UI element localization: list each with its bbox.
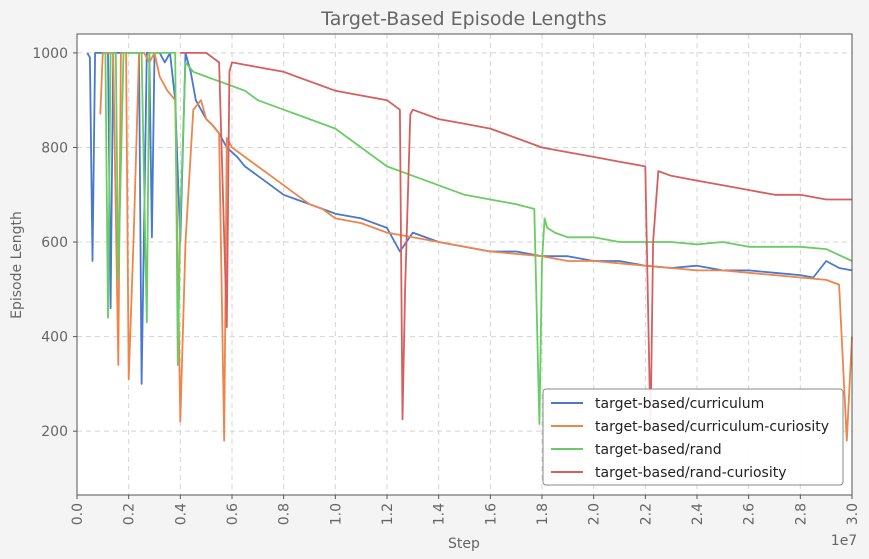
legend-label: target-based/curriculum-curiosity	[595, 419, 829, 435]
x-tick-label: 0.2	[122, 503, 138, 525]
x-axis-label: Step	[448, 536, 480, 552]
x-tick-label: 0.8	[277, 503, 293, 525]
x-tick-label: 1.6	[483, 503, 499, 525]
chart-title: Target-Based Episode Lengths	[320, 8, 606, 30]
x-tick-label: 2.8	[793, 503, 809, 525]
x-tick-label: 2.6	[742, 503, 758, 525]
y-tick-label: 600	[41, 235, 68, 251]
plot-frame	[76, 33, 853, 496]
x-tick-label: 1.8	[535, 503, 551, 525]
legend-box	[542, 388, 844, 486]
x-tick-label: 0.6	[225, 503, 241, 525]
x-tick-label: 2.2	[638, 503, 654, 525]
x-tick-label: 1.2	[380, 503, 396, 525]
y-tick-label: 400	[41, 330, 68, 346]
legend-label: target-based/rand	[595, 442, 722, 458]
series-layer	[86, 52, 853, 442]
y-tick-label: 1000	[32, 46, 68, 62]
x-tick-label: 0.4	[173, 503, 189, 525]
x-tick-label: 1.4	[432, 503, 448, 525]
x-tick-label: 2.0	[587, 503, 603, 525]
x-tick-label: 3.0	[845, 503, 861, 525]
legend-label: target-based/curriculum	[595, 396, 764, 412]
series-line-target-based-rand-curiosity	[180, 52, 852, 433]
series-line-target-based-rand	[102, 52, 853, 426]
y-tick-label: 800	[41, 140, 68, 156]
y-axis-label: Episode Length	[9, 211, 25, 319]
x-tick-label: 1.0	[328, 503, 344, 525]
legend-label: target-based/rand-curiosity	[595, 465, 786, 481]
legend: target-based/curriculum target-based/curr…	[542, 388, 844, 486]
x-axis-offset-text: 1e7	[831, 533, 857, 549]
y-tick-label: 200	[41, 424, 68, 440]
x-axis-ticks: 0.0 0.2 0.4 0.6 0.8 1.0 1.2 1.4 1.6 1.8 2.0 2.2 2.4 2…	[70, 495, 861, 525]
y-axis-ticks: 200 400 600 800 1000	[32, 46, 77, 440]
x-tick-label: 0.0	[70, 503, 86, 525]
x-tick-label: 2.4	[690, 503, 706, 525]
